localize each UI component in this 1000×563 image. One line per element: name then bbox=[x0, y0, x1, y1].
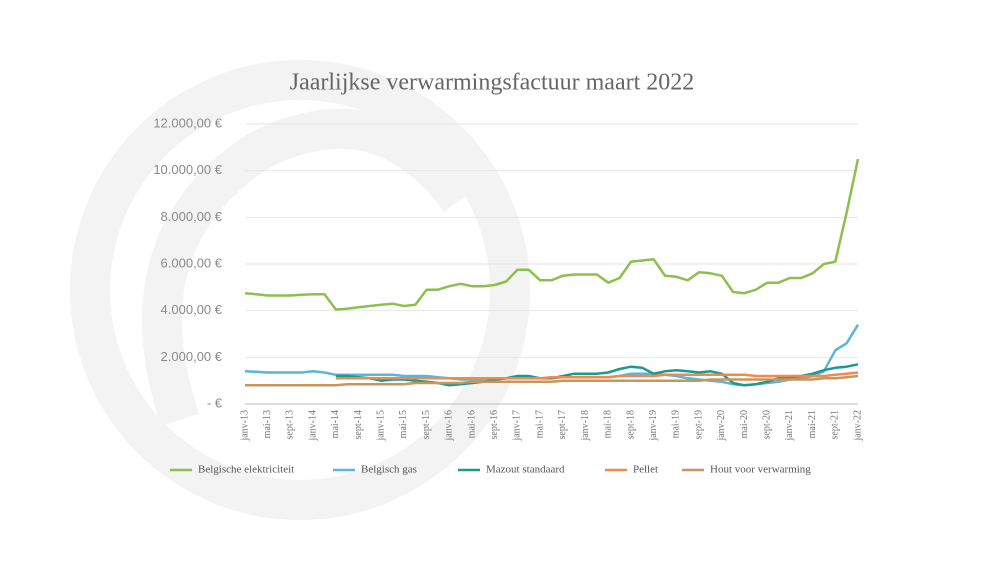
x-tick-label: sept-18 bbox=[625, 410, 636, 439]
x-tick-label: sept-14 bbox=[353, 410, 364, 439]
x-tick-label: janv-14 bbox=[307, 410, 318, 442]
legend-label: Belgische elektriciteit bbox=[198, 464, 294, 476]
x-tick-label: mai-20 bbox=[739, 410, 750, 438]
legend-label: Pellet bbox=[633, 464, 658, 476]
x-tick-label: janv-18 bbox=[580, 410, 591, 442]
x-tick-label: mai-18 bbox=[603, 410, 614, 438]
y-tick-label: 6.000,00 € bbox=[161, 255, 223, 270]
legend-label: Belgisch gas bbox=[361, 464, 417, 476]
x-tick-label: janv-19 bbox=[648, 410, 659, 442]
y-tick-label: 2.000,00 € bbox=[161, 349, 223, 364]
x-tick-label: janv-15 bbox=[376, 410, 387, 442]
x-tick-label: mai-17 bbox=[534, 410, 545, 438]
y-tick-label: 10.000,00 € bbox=[153, 162, 222, 177]
x-tick-label: mai-14 bbox=[330, 410, 341, 438]
x-tick-label: sept-17 bbox=[557, 410, 568, 439]
y-tick-label: 12.000,00 € bbox=[153, 115, 222, 130]
x-tick-label: janv-17 bbox=[512, 410, 523, 442]
x-tick-label: mai-13 bbox=[262, 410, 273, 438]
x-tick-label: sept-15 bbox=[421, 410, 432, 439]
x-tick-label: mai-15 bbox=[398, 410, 409, 438]
chart-title: Jaarlijkse verwarmingsfactuur maart 2022 bbox=[290, 70, 695, 96]
x-tick-label: mai-16 bbox=[466, 410, 477, 438]
x-tick-label: sept-21 bbox=[830, 410, 841, 439]
x-tick-label: janv-16 bbox=[444, 410, 455, 442]
x-tick-label: janv-21 bbox=[784, 410, 795, 442]
y-tick-label: 8.000,00 € bbox=[161, 209, 223, 224]
x-tick-label: janv-20 bbox=[716, 410, 727, 442]
series-line bbox=[335, 371, 859, 380]
x-tick-label: mai-21 bbox=[807, 410, 818, 438]
series-line bbox=[244, 158, 860, 311]
x-tick-label: sept-13 bbox=[285, 410, 296, 439]
legend-label: Mazout standaard bbox=[486, 464, 565, 476]
x-tick-label: mai-19 bbox=[671, 410, 682, 438]
series-line bbox=[245, 374, 859, 387]
legend-label: Hout voor verwarming bbox=[710, 464, 811, 476]
y-tick-label: - € bbox=[207, 395, 223, 410]
x-tick-label: janv-22 bbox=[852, 410, 863, 442]
y-tick-label: 4.000,00 € bbox=[161, 302, 223, 317]
x-tick-label: janv-13 bbox=[239, 410, 250, 442]
x-tick-label: sept-20 bbox=[761, 410, 772, 439]
x-tick-label: sept-19 bbox=[693, 410, 704, 439]
x-tick-label: sept-16 bbox=[489, 410, 500, 439]
watermark bbox=[70, 60, 530, 520]
